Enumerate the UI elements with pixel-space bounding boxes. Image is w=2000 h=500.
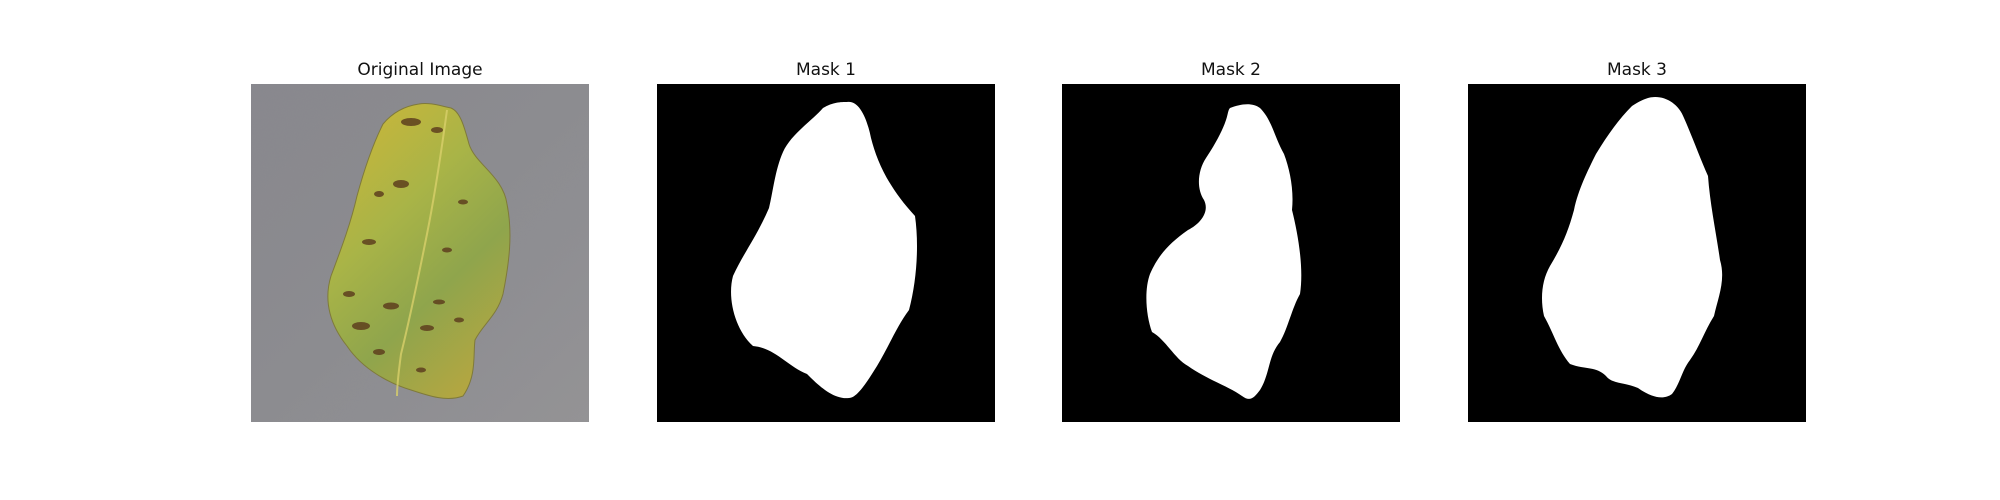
original-image [251, 84, 589, 422]
panel-title: Mask 1 [795, 60, 856, 80]
panel-mask-3: Mask 3 [1468, 56, 1806, 422]
panel-mask-1: Mask 1 [657, 56, 995, 422]
panel-mask-2: Mask 2 [1062, 56, 1400, 422]
mask-2-image [1062, 84, 1400, 422]
leaf-shape [327, 103, 511, 399]
panel-title: Mask 3 [1606, 60, 1667, 80]
mask-1-image [657, 84, 995, 422]
panel-title: Original Image [357, 60, 483, 80]
mask-3-region [1542, 96, 1723, 398]
leaf-midrib [396, 109, 448, 397]
mask-3-image [1468, 84, 1806, 422]
mask-2-region [1146, 104, 1302, 399]
mask-1-region [731, 101, 917, 399]
panel-title: Mask 2 [1200, 60, 1261, 80]
panel-original-image: Original Image [251, 56, 589, 422]
leaf-spots [343, 118, 468, 373]
